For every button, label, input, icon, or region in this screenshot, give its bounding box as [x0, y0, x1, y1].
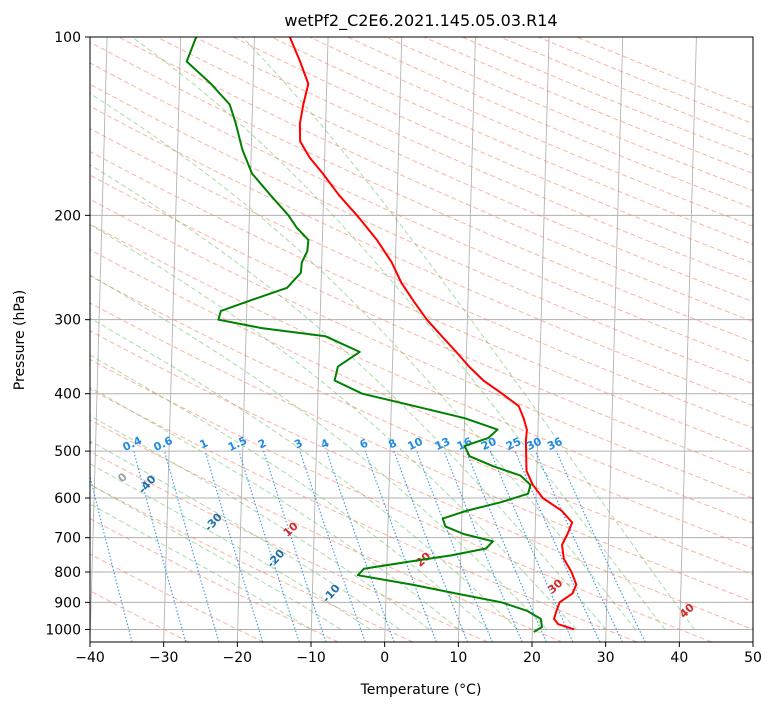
- x-tick-label: −10: [296, 650, 326, 666]
- moist-adiabat-line: [0, 37, 341, 629]
- moist-adiabat-line: [242, 37, 694, 629]
- mixing-ratio-label: 3: [292, 436, 304, 451]
- background-lines-layer: [0, 37, 775, 642]
- x-tick-label: 10: [449, 650, 467, 666]
- chart-title: wetPf2_C2E6.2021.145.05.03.R14: [284, 11, 557, 31]
- mixing-ratio-label: 6: [358, 436, 371, 451]
- mixing-ratio-line: [205, 451, 263, 642]
- dry-adiabat-line: [0, 37, 413, 642]
- y-tick-label: 100: [54, 30, 81, 46]
- mixing-ratio-label: 1: [198, 436, 210, 451]
- mixing-ratio-line: [556, 451, 645, 642]
- dry-adiabat-line: [42, 37, 775, 642]
- x-tick-label: 30: [597, 650, 615, 666]
- line-label: -60: [0, 392, 14, 416]
- dry-adiabat-line: [271, 37, 775, 642]
- mixing-ratio-line: [165, 451, 219, 642]
- line-label: 10: [281, 519, 301, 539]
- mixing-ratio-line: [536, 451, 623, 642]
- isotherm-line: [237, 37, 254, 642]
- moist-adiabat-line: [0, 37, 635, 629]
- y-tick-label: 800: [54, 565, 81, 581]
- x-tick-label: −30: [149, 650, 179, 666]
- y-tick-label: 600: [54, 491, 81, 507]
- mixing-ratio-label: 30: [524, 435, 544, 453]
- line-label: -20: [264, 547, 287, 571]
- mixing-ratio-line: [515, 451, 600, 642]
- dry-adiabat-line: [119, 37, 775, 642]
- x-tick-label: 50: [744, 650, 762, 666]
- mixing-ratio-line: [417, 451, 493, 642]
- dry-adiabat-line: [309, 37, 775, 642]
- y-tick-label: 900: [54, 595, 81, 611]
- mixing-ratio-line: [327, 451, 395, 642]
- mixing-ratio-label: 8: [386, 436, 398, 451]
- mixing-ratio-label: 25: [504, 435, 523, 453]
- dry-adiabat-line: [0, 37, 264, 642]
- line-label: -10: [320, 582, 343, 606]
- line-label: -30: [202, 510, 225, 534]
- y-tick-label: 400: [54, 387, 81, 403]
- isotherm-line: [532, 37, 549, 642]
- dry-adiabat-line: [348, 37, 775, 642]
- y-tick-label: 500: [54, 444, 81, 460]
- y-tick-label: 200: [54, 208, 81, 224]
- dry-adiabat-line: [462, 37, 775, 642]
- dry-adiabat-line: [81, 37, 775, 642]
- mixing-ratio-label: 0.1: [24, 434, 47, 454]
- x-tick-label: 0: [380, 650, 389, 666]
- isotherm-line: [90, 37, 107, 642]
- y-tick-label: 300: [54, 313, 81, 329]
- mixing-ratio-label: 4: [319, 436, 332, 451]
- line-labels-layer: 0.10.20.40.611.52346810131620253036-100-…: [0, 202, 697, 621]
- x-tick-label: −40: [75, 650, 105, 666]
- y-tick-label: 700: [54, 531, 81, 547]
- mixing-ratio-label: 36: [545, 435, 565, 453]
- dry-adiabat-line: [538, 37, 775, 642]
- mixing-ratio-label: 10: [405, 435, 425, 453]
- mixing-ratio-line: [300, 451, 365, 642]
- y-axis-label: Pressure (hPa): [12, 290, 28, 390]
- x-tick-label: −20: [223, 650, 253, 666]
- y-tick-label: 1000: [45, 622, 81, 638]
- isotherm-line: [385, 37, 402, 642]
- line-label: 0: [115, 470, 130, 485]
- isotherm-line: [753, 37, 770, 642]
- mixing-ratio-line: [444, 451, 522, 642]
- isotherm-line: [311, 37, 328, 642]
- dry-adiabat-line: [0, 37, 637, 642]
- line-label: -40: [136, 473, 159, 497]
- x-tick-label: 20: [523, 650, 541, 666]
- mixing-ratio-label: 2: [256, 436, 268, 451]
- x-axis-label: Temperature (°C): [360, 682, 482, 698]
- isotherm-line: [606, 37, 623, 642]
- x-tick-label: 40: [670, 650, 688, 666]
- dry-adiabat-line: [577, 37, 775, 642]
